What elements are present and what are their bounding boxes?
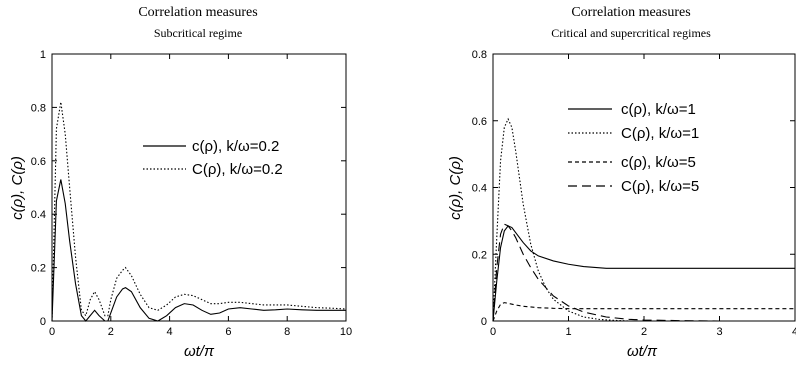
series-line-0-1: [51, 101, 347, 322]
right-y-axis-label: c(ρ), C(ρ): [447, 156, 464, 220]
left-x-axis-label: ωt/π: [184, 343, 215, 360]
y-tick-label: 0.2: [472, 249, 487, 261]
right-legend-label-c5: c(ρ), k/ω=5: [621, 154, 696, 171]
left-chart-panel: Correlation measures Subcritical regime …: [9, 5, 352, 360]
series-line-1-2: [492, 302, 795, 322]
x-tick-label: 4: [792, 326, 796, 338]
right-legend: c(ρ), k/ω=1 C(ρ), k/ω=1 c(ρ), k/ω=5 C(ρ)…: [568, 101, 699, 195]
y-tick-label: 0: [481, 316, 487, 328]
y-tick-label: 0.8: [472, 49, 487, 61]
x-tick-label: 4: [167, 326, 173, 338]
right-x-axis-label: ωt/π: [627, 343, 658, 360]
series-line-1-3: [492, 223, 795, 322]
left-legend: c(ρ), k/ω=0.2 C(ρ), k/ω=0.2: [143, 138, 283, 178]
x-tick-label: 10: [340, 326, 352, 338]
y-tick-label: 0.6: [31, 156, 46, 168]
right-legend-label-C5: C(ρ), k/ω=5: [621, 178, 699, 195]
x-tick-label: 0: [49, 326, 55, 338]
x-tick-label: 2: [108, 326, 114, 338]
right-legend-label-c1: c(ρ), k/ω=1: [621, 101, 696, 118]
series-line-1-1: [492, 117, 644, 322]
series-line-0-0: [51, 179, 346, 322]
right-chart-panel: Correlation measures Critical and superc…: [447, 5, 796, 360]
left-chart-title: Correlation measures: [138, 5, 257, 20]
right-chart-subtitle: Critical and supercritical regimes: [551, 26, 711, 40]
y-tick-label: 0.6: [472, 116, 487, 128]
series-line-1-0: [492, 225, 795, 322]
left-legend-label-C: C(ρ), k/ω=0.2: [192, 161, 283, 178]
x-tick-label: 6: [225, 326, 231, 338]
x-tick-label: 8: [284, 326, 290, 338]
right-chart-title: Correlation measures: [571, 5, 690, 20]
y-tick-label: 0: [40, 316, 46, 328]
x-tick-label: 0: [490, 326, 496, 338]
x-tick-label: 1: [565, 326, 571, 338]
left-legend-label-c: c(ρ), k/ω=0.2: [192, 138, 279, 155]
y-tick-label: 0.8: [31, 102, 46, 114]
right-legend-label-C1: C(ρ), k/ω=1: [621, 125, 699, 142]
x-tick-label: 2: [641, 326, 647, 338]
left-y-axis-label: c(ρ), C(ρ): [9, 156, 26, 220]
left-chart-subtitle: Subcritical regime: [154, 26, 242, 40]
left-axis-ticks: 0 2 4 6 8 10 0 0.2 0.4 0.6 0.8 1: [31, 49, 352, 338]
y-tick-label: 1: [40, 49, 46, 61]
x-tick-label: 3: [716, 326, 722, 338]
right-axis-ticks: 0 1 2 3 4 0 0.2 0.4 0.6 0.8: [472, 49, 796, 338]
left-plot-frame: [51, 53, 347, 322]
y-tick-label: 0.4: [31, 209, 46, 221]
right-series-group: [492, 117, 795, 322]
y-tick-label: 0.4: [472, 183, 487, 195]
left-series-group: [51, 101, 347, 322]
y-tick-label: 0.2: [31, 263, 46, 275]
